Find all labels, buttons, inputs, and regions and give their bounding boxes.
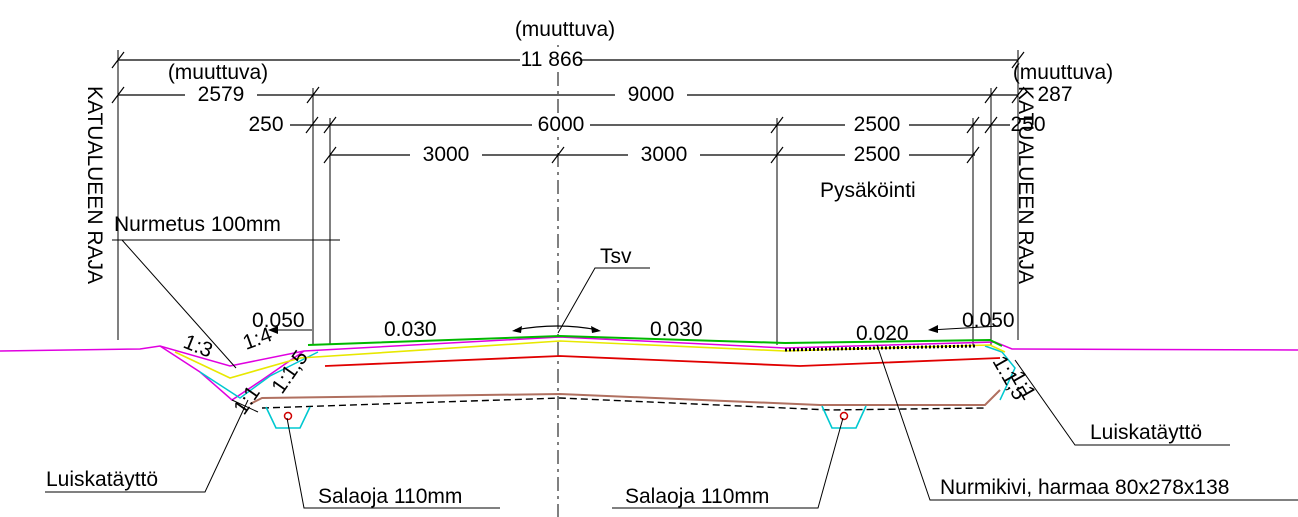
subgrade-line bbox=[249, 389, 1001, 406]
dim-left-label: (muuttuva) bbox=[168, 61, 268, 84]
base-yellow bbox=[174, 340, 1006, 379]
dim-parking-top: 2500 bbox=[854, 113, 901, 136]
dim-parking: 2500 bbox=[854, 143, 901, 166]
paver-label: Nurmikivi, harmaa 80x278x138 bbox=[940, 476, 1229, 499]
dim-total-value: 11 866 bbox=[521, 48, 584, 71]
leader-drain-right bbox=[612, 417, 844, 509]
dim-lane-left: 3000 bbox=[423, 143, 470, 166]
fill-line-right bbox=[984, 345, 1016, 401]
drain-trench-right bbox=[821, 405, 867, 429]
ratio-left-1-1: 1:1 bbox=[229, 382, 265, 419]
fill-label-left: Luiskatäyttö bbox=[46, 468, 158, 491]
slope-arrow-right bbox=[929, 325, 1001, 331]
dim-total-label: (muuttuva) bbox=[515, 18, 615, 41]
dim-right-value: 287 bbox=[1037, 83, 1072, 106]
base-red bbox=[324, 355, 1001, 367]
leader-tsv bbox=[557, 267, 650, 334]
dim-carriageway: 6000 bbox=[538, 113, 585, 136]
leader-paver bbox=[876, 344, 1298, 501]
leader-drain-left bbox=[286, 417, 500, 509]
slope-lane-left: 0.030 bbox=[384, 318, 437, 341]
leader-fill-left bbox=[45, 399, 249, 493]
dimension-tick bbox=[305, 116, 319, 134]
dim-right-edge-250: 250 bbox=[1010, 113, 1045, 136]
arrowhead bbox=[268, 326, 278, 334]
arrowhead bbox=[928, 325, 938, 333]
boundary-label-left: KATUALUEEN RAJA bbox=[83, 86, 106, 284]
subgrade-dashed bbox=[261, 397, 986, 411]
crown-arrow bbox=[514, 325, 599, 331]
parking-label: Pysäköinti bbox=[820, 179, 916, 202]
drain-label-right: Salaoja 110mm bbox=[625, 485, 769, 508]
fill-label-right: Luiskatäyttö bbox=[1090, 421, 1202, 444]
dim-left-value: 2579 bbox=[198, 83, 245, 106]
slope-left-edge: 0.050 bbox=[252, 309, 305, 332]
surface-green bbox=[307, 334, 1003, 347]
dim-lane-right: 3000 bbox=[641, 143, 688, 166]
fill-line-left bbox=[199, 351, 319, 399]
dim-road-total: 9000 bbox=[628, 83, 675, 106]
drain-pipe-left bbox=[283, 411, 293, 421]
arrowhead bbox=[591, 326, 601, 333]
turf-label: Nurmetus 100mm bbox=[114, 213, 281, 236]
arrowhead bbox=[512, 326, 522, 333]
slope-lane-right: 0.030 bbox=[650, 318, 703, 341]
dim-left-edge-250: 250 bbox=[248, 113, 283, 136]
ground-line bbox=[0, 336, 1298, 367]
tsv-label: Tsv bbox=[600, 245, 632, 268]
drain-trench-left bbox=[265, 406, 311, 429]
slope-parking: 0.020 bbox=[856, 322, 909, 345]
drain-pipe-right bbox=[839, 411, 849, 421]
leader-fill-right bbox=[1014, 359, 1230, 446]
leader-turf bbox=[121, 239, 237, 369]
drain-label-left: Salaoja 110mm bbox=[318, 485, 462, 508]
dim-right-label: (muuttuva) bbox=[1013, 61, 1113, 84]
boundary-label-right: KATUALUEEN RAJA bbox=[1014, 86, 1037, 284]
slope-right-edge: 0.050 bbox=[962, 309, 1015, 332]
